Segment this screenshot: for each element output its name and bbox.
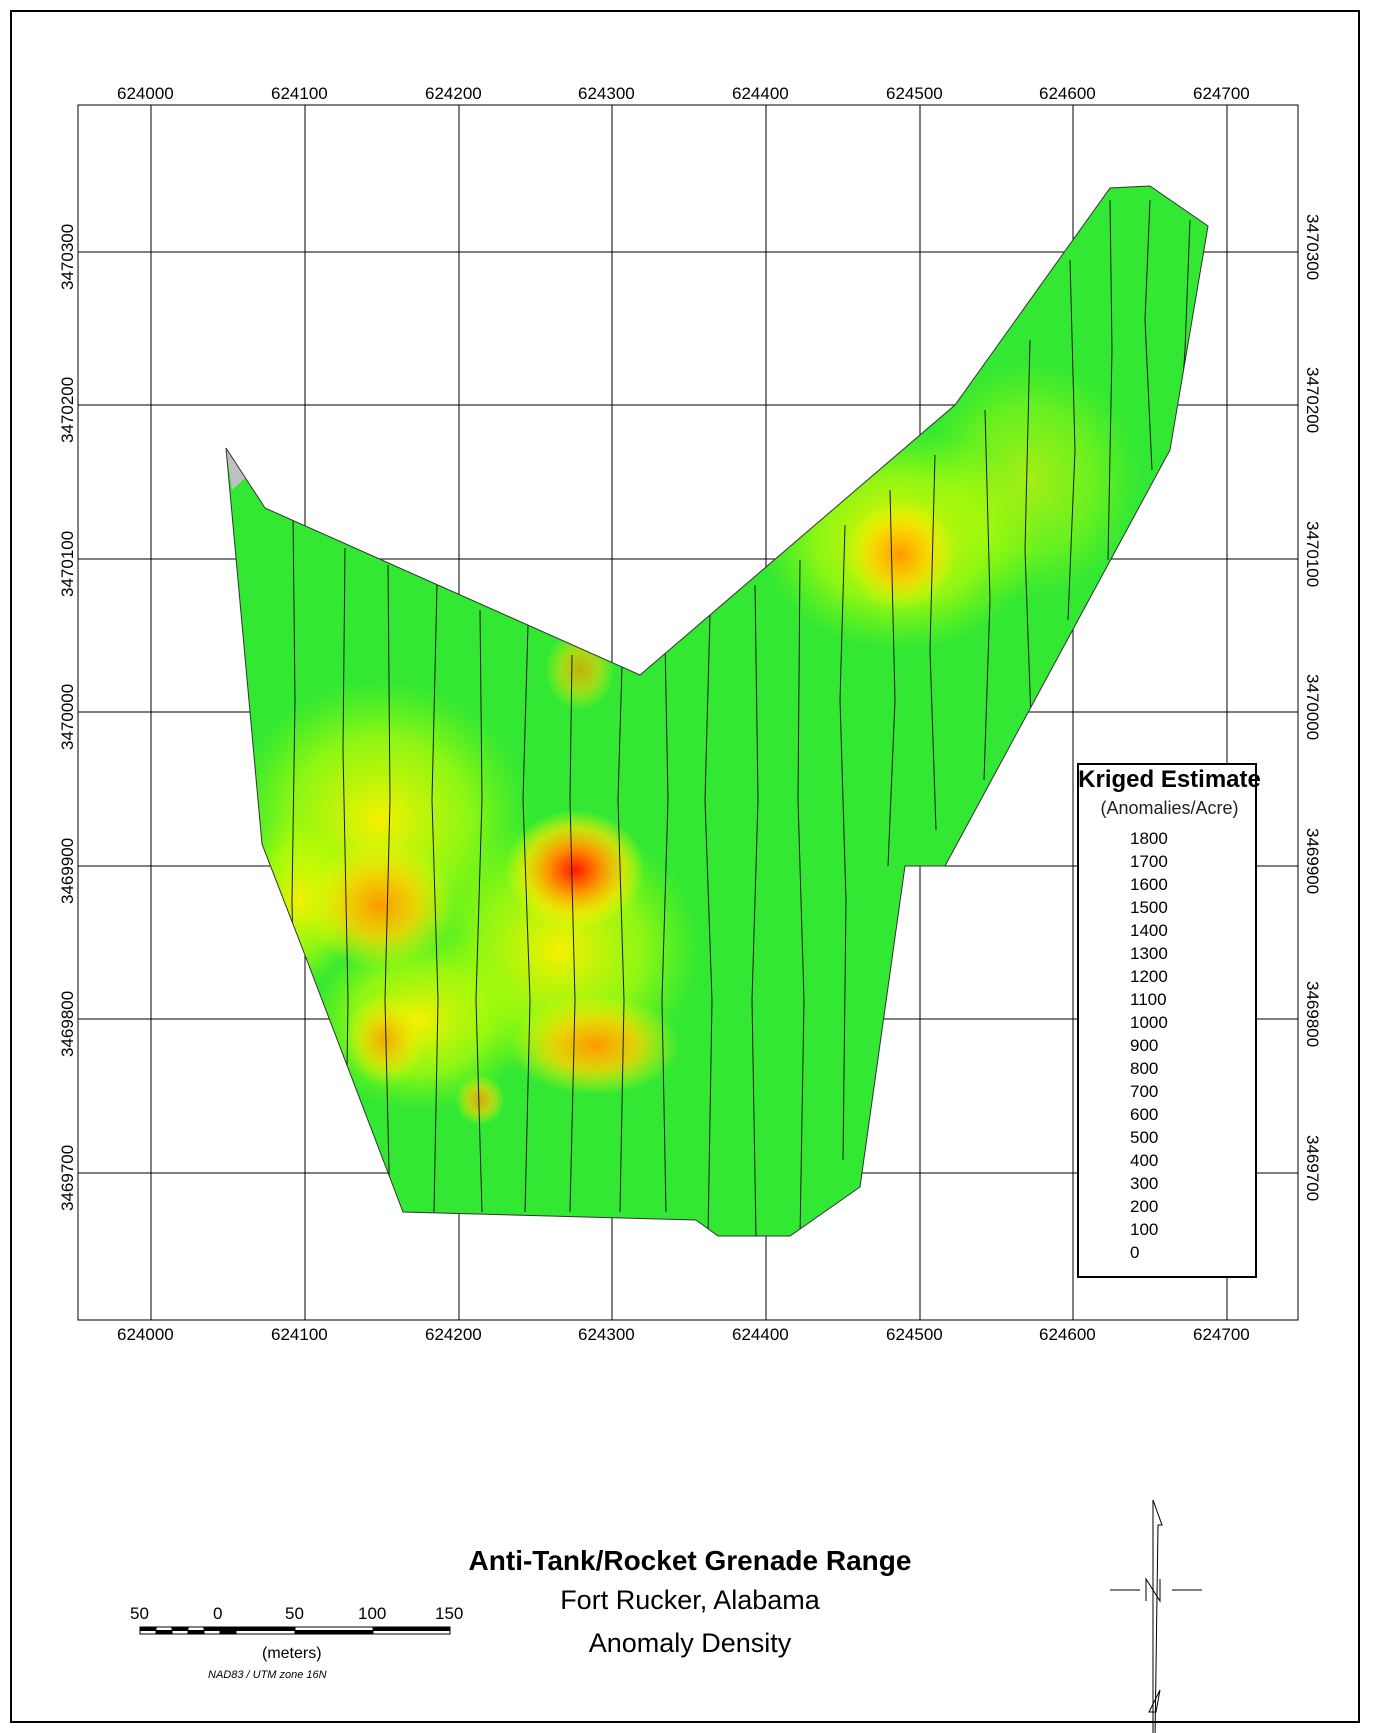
x-tick-bottom: 624300: [578, 1325, 635, 1344]
legend-units: (Anomalies/Acre): [1100, 798, 1239, 818]
x-tick-bottom: 624400: [732, 1325, 789, 1344]
survey-area: [226, 186, 1208, 1236]
legend-label: 1800: [1130, 829, 1168, 848]
projection-note: NAD83 / UTM zone 16N: [208, 1669, 327, 1681]
map-subtitle-theme: Anomaly Density: [588, 1628, 792, 1658]
legend-label: 1100: [1130, 990, 1167, 1009]
x-tick-top: 624400: [732, 84, 789, 103]
map-subtitle-location: Fort Rucker, Alabama: [560, 1585, 820, 1615]
legend-label: 400: [1130, 1151, 1159, 1170]
y-tick-right: 3469900: [1303, 828, 1322, 895]
x-tick-bottom: 624000: [117, 1325, 174, 1344]
transect-lines: [291, 199, 1191, 1236]
legend-label: 200: [1130, 1197, 1159, 1216]
legend-label: 900: [1130, 1036, 1159, 1055]
legend-label: 1400: [1130, 921, 1168, 940]
y-tick-right: 3469800: [1303, 981, 1322, 1048]
y-tick-left: 3469800: [58, 990, 77, 1057]
x-tick-top: 624200: [425, 84, 482, 103]
scale-bar: [139, 1626, 451, 1635]
y-tick-right: 3470200: [1303, 367, 1322, 434]
legend-label: 700: [1130, 1082, 1159, 1101]
scale-label: 150: [435, 1604, 464, 1623]
map-title: Anti-Tank/Rocket Grenade Range: [468, 1545, 912, 1576]
legend-label: 0: [1130, 1243, 1140, 1262]
y-tick-right: 3470300: [1303, 214, 1322, 281]
x-tick-top: 624000: [117, 84, 174, 103]
map-frame: [10, 10, 1360, 1723]
y-tick-left: 3470300: [58, 223, 77, 290]
scale-label: 100: [358, 1604, 387, 1623]
legend-label: 1000: [1130, 1013, 1168, 1032]
x-tick-top: 624100: [271, 84, 328, 103]
scale-label: 50: [130, 1604, 149, 1623]
y-tick-left: 3469700: [58, 1144, 77, 1211]
x-tick-bottom: 624700: [1193, 1325, 1250, 1344]
x-tick-bottom: 624500: [886, 1325, 943, 1344]
north-arrow-icon: [1110, 1499, 1202, 1733]
legend-label: 1500: [1130, 898, 1168, 917]
y-tick-left: 3470000: [58, 683, 77, 750]
x-tick-top: 624500: [886, 84, 943, 103]
x-tick-top: 624700: [1193, 84, 1250, 103]
legend-label: 1700: [1130, 852, 1168, 871]
x-tick-top: 624600: [1039, 84, 1096, 103]
legend-title: Kriged Estimate: [1078, 766, 1261, 793]
legend-label: 300: [1130, 1174, 1159, 1193]
x-tick-bottom: 624100: [271, 1325, 328, 1344]
y-tick-right: 3469700: [1303, 1135, 1322, 1202]
legend-label: 1600: [1130, 875, 1168, 894]
legend-label: 800: [1130, 1059, 1159, 1078]
y-tick-right: 3470100: [1303, 521, 1322, 588]
x-tick-bottom: 624200: [425, 1325, 482, 1344]
legend-label: 100: [1130, 1220, 1159, 1239]
y-tick-left: 3469900: [58, 837, 77, 904]
scale-units: (meters): [262, 1645, 322, 1662]
survey-boundary: [225, 185, 1209, 1237]
legend-label: 600: [1130, 1105, 1159, 1124]
legend-label: 1200: [1130, 967, 1168, 986]
y-tick-left: 3470200: [58, 376, 77, 443]
scale-label: 50: [285, 1604, 304, 1623]
scale-label: 0: [213, 1604, 223, 1623]
x-tick-top: 624300: [578, 84, 635, 103]
y-tick-right: 3470000: [1303, 674, 1322, 741]
legend-box: [1077, 763, 1257, 1278]
legend-label: 1300: [1130, 944, 1168, 963]
y-tick-left: 3470100: [58, 530, 77, 597]
legend-label: 500: [1130, 1128, 1159, 1147]
x-tick-bottom: 624600: [1039, 1325, 1096, 1344]
